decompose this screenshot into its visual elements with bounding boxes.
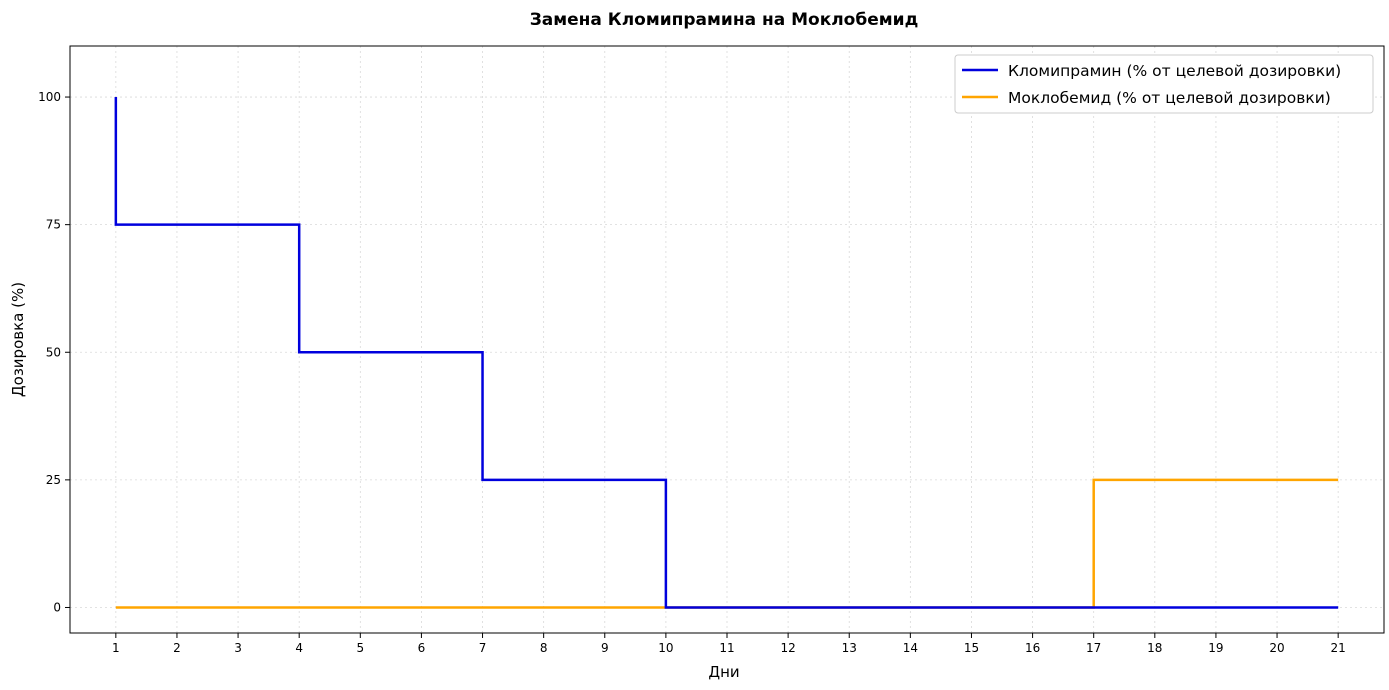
x-tick-label: 13 [842, 641, 857, 655]
y-tick-label: 100 [38, 90, 61, 104]
x-tick-label: 8 [540, 641, 548, 655]
x-tick-label: 17 [1086, 641, 1101, 655]
x-tick-label: 19 [1208, 641, 1223, 655]
x-tick-label: 7 [479, 641, 487, 655]
y-axis: 0 25 50 75 100 [38, 90, 70, 614]
x-tick-label: 14 [903, 641, 918, 655]
x-tick-label: 3 [234, 641, 242, 655]
x-tick-label: 2 [173, 641, 181, 655]
x-tick-label: 5 [356, 641, 364, 655]
y-tick-label: 25 [46, 473, 61, 487]
y-tick-label: 75 [46, 218, 61, 232]
series-line-0 [114, 97, 1339, 609]
x-tick-label: 1 [112, 641, 120, 655]
y-tick-label: 50 [46, 345, 61, 359]
x-axis: 1 2 3 4 5 6 7 8 9 10 11 12 13 14 15 16 17 18 19 20 21 [112, 633, 1346, 655]
series-line-1 [115, 478, 1339, 609]
series-layer [114, 97, 1339, 609]
x-tick-label: 6 [418, 641, 426, 655]
x-tick-label: 15 [964, 641, 979, 655]
legend-label-0: Кломипрамин (% от целевой дозировки) [1008, 62, 1341, 80]
legend-label-1: Моклобемид (% от целевой дозировки) [1008, 89, 1331, 107]
x-tick-label: 12 [780, 641, 795, 655]
y-tick-label: 0 [53, 600, 61, 614]
x-tick-label: 21 [1331, 641, 1346, 655]
y-axis-label: Дозировка (%) [9, 282, 27, 397]
x-tick-label: 16 [1025, 641, 1040, 655]
x-axis-label: Дни [708, 663, 739, 681]
x-tick-label: 10 [658, 641, 673, 655]
plot-frame [69, 45, 1385, 634]
grid [70, 46, 1384, 633]
legend: Кломипрамин (% от целевой дозировки) Мок… [954, 54, 1374, 114]
x-tick-label: 4 [295, 641, 303, 655]
x-tick-label: 18 [1147, 641, 1162, 655]
x-tick-label: 20 [1269, 641, 1284, 655]
legend-frame [954, 54, 1374, 114]
chart-title: Замена Кломипрамина на Моклобемид [530, 10, 919, 30]
x-tick-label: 11 [719, 641, 734, 655]
x-tick-label: 9 [601, 641, 609, 655]
